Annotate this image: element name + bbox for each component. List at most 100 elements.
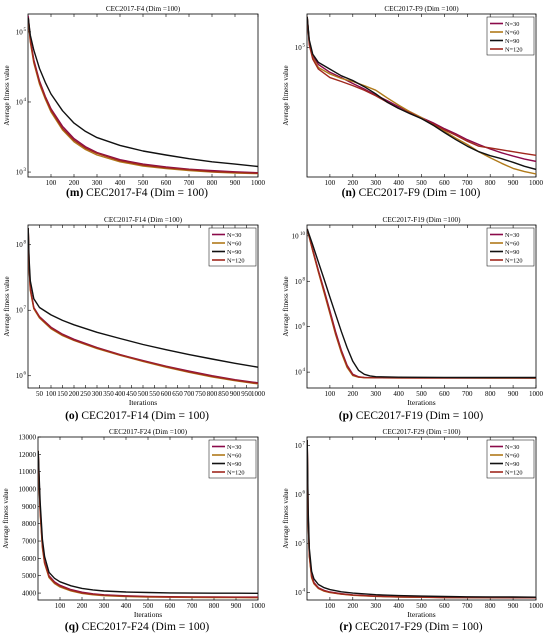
chart-panel-6: CEC2017-F29 (Dim =100) 100 200 300 400 500 600…: [282, 428, 544, 619]
x-tick-label: 150: [57, 390, 68, 398]
y-tick-label: 10: [295, 369, 303, 377]
series-line-N-60: [307, 16, 536, 175]
x-tick-label: 600: [161, 179, 172, 187]
y-tick-label: 10: [295, 589, 303, 597]
x-tick-label: 1000: [251, 390, 266, 398]
x-tick-label: 900: [508, 602, 519, 610]
y-tick-exponent: 4: [303, 588, 306, 593]
y-tick-label: 10: [295, 278, 303, 286]
legend: N=30N=60 N=90N=120: [208, 439, 257, 479]
legend-label: N=90: [505, 249, 519, 256]
y-tick-label: 10: [16, 372, 24, 380]
legend-label: N=60: [505, 240, 519, 247]
series-line-N-90: [307, 228, 536, 379]
y-tick-label: 10: [295, 323, 303, 331]
x-tick-label: 600: [439, 602, 450, 610]
chart-panel-2: CEC2017-F9 (Dim =100) 100 200 300 400 500 600 7…: [282, 5, 544, 187]
x-tick-label: 300: [370, 602, 381, 610]
y-tick-label: 10: [16, 28, 24, 36]
legend-label: N=120: [505, 257, 523, 264]
x-tick-label: 350: [103, 390, 114, 398]
x-tick-label: 900: [230, 179, 241, 187]
x-tick-label: 1000: [251, 179, 266, 187]
x-tick-label: 750: [195, 390, 206, 398]
x-tick-label: 1000: [529, 179, 544, 187]
series-group: [307, 228, 536, 379]
x-tick-label: 1000: [251, 602, 266, 610]
x-tick-label: 900: [230, 390, 241, 398]
y-axis-label: Average fitness value: [2, 488, 10, 548]
x-axis-label: Iterations: [407, 610, 435, 619]
chart-panel-4: CEC2017-F19 (Dim =100) 100 200 300 400 500 600…: [282, 216, 544, 407]
x-tick-label: 300: [370, 390, 381, 398]
x-tick-label: 800: [485, 602, 496, 610]
x-tick-label: 400: [393, 179, 404, 187]
x-tick-label: 200: [348, 390, 359, 398]
x-tick-label: 200: [77, 602, 88, 610]
x-tick-label: 600: [165, 602, 176, 610]
subfigure-caption: (o) CEC2017-F14 (Dim = 100): [65, 410, 209, 422]
x-tick-label: 300: [92, 390, 103, 398]
x-tick-label: 700: [187, 602, 198, 610]
legend-label: N=30: [505, 232, 519, 239]
series-group: [38, 450, 258, 599]
series-line-N-120: [307, 16, 536, 156]
x-tick-label: 200: [69, 390, 80, 398]
subfigure-caption: (m) CEC2017-F4 (Dim = 100): [66, 187, 208, 199]
y-tick-exponent: 8: [303, 277, 306, 282]
legend-label: N=90: [227, 461, 241, 468]
subfigure-caption: (p) CEC2017-F19 (Dim = 100): [339, 410, 484, 422]
y-tick-exponent: 8: [24, 241, 27, 246]
series-line-N-90: [307, 439, 536, 598]
chart-title: CEC2017-F29 (Dim =100): [383, 428, 462, 436]
chart-panel-1: CEC2017-F4 (Dim =100) 100 200 300 400 500 600 7…: [3, 5, 266, 187]
series-line-N-90: [38, 450, 258, 594]
x-axis-label: Iterations: [407, 398, 435, 407]
x-tick-label: 400: [121, 602, 132, 610]
legend-label: N=60: [505, 29, 519, 36]
y-tick-label: 10: [16, 98, 24, 106]
legend-label: N=120: [505, 46, 523, 53]
y-axis-label: Average fitness value: [282, 488, 290, 548]
y-axis-label: Average fitness value: [282, 65, 290, 125]
y-tick-label: 10000: [19, 486, 37, 494]
y-tick-label: 10: [16, 241, 24, 249]
y-tick-label: 10: [295, 491, 303, 499]
chart-title: CEC2017-F24 (Dim =100): [109, 428, 188, 436]
legend: N=30N=60 N=90N=120: [486, 227, 535, 267]
x-axis-label: Iterations: [134, 610, 162, 619]
y-tick-exponent: 3: [24, 168, 27, 173]
series-group: [307, 439, 536, 599]
legend-label: N=30: [505, 444, 519, 451]
y-tick-label: 10: [16, 307, 24, 315]
x-tick-label: 100: [55, 602, 66, 610]
legend-label: N=60: [227, 240, 241, 247]
series-group: [307, 16, 536, 175]
legend-label: N=90: [227, 249, 241, 256]
series-line-N-120: [28, 227, 258, 385]
x-tick-label: 300: [370, 179, 381, 187]
subfigure-caption: (r) CEC2017-F29 (Dim = 100): [339, 621, 482, 633]
subfigure-caption: (n) CEC2017-F9 (Dim = 100): [342, 187, 481, 199]
y-tick-exponent: 6: [24, 372, 27, 377]
y-tick-label: 10: [295, 442, 303, 450]
legend-label: N=90: [505, 461, 519, 468]
x-tick-label: 700: [184, 179, 195, 187]
y-tick-label: 9000: [22, 503, 37, 511]
legend-label: N=30: [505, 21, 519, 28]
plot-area: [27, 13, 259, 178]
x-tick-label: 700: [462, 602, 473, 610]
y-tick-label: 10: [295, 540, 303, 548]
chart-title: CEC2017-F14 (Dim =100): [104, 216, 183, 224]
x-tick-label: 850: [218, 390, 229, 398]
x-tick-label: 500: [416, 390, 427, 398]
x-tick-label: 800: [209, 602, 220, 610]
x-tick-label: 700: [462, 179, 473, 187]
legend-label: N=60: [227, 452, 241, 459]
legend: N=30N=60 N=90N=120: [486, 439, 535, 479]
legend-label: N=120: [227, 257, 245, 264]
legend-label: N=30: [227, 232, 241, 239]
legend-label: N=30: [227, 444, 241, 451]
y-tick-exponent: 4: [24, 98, 27, 103]
